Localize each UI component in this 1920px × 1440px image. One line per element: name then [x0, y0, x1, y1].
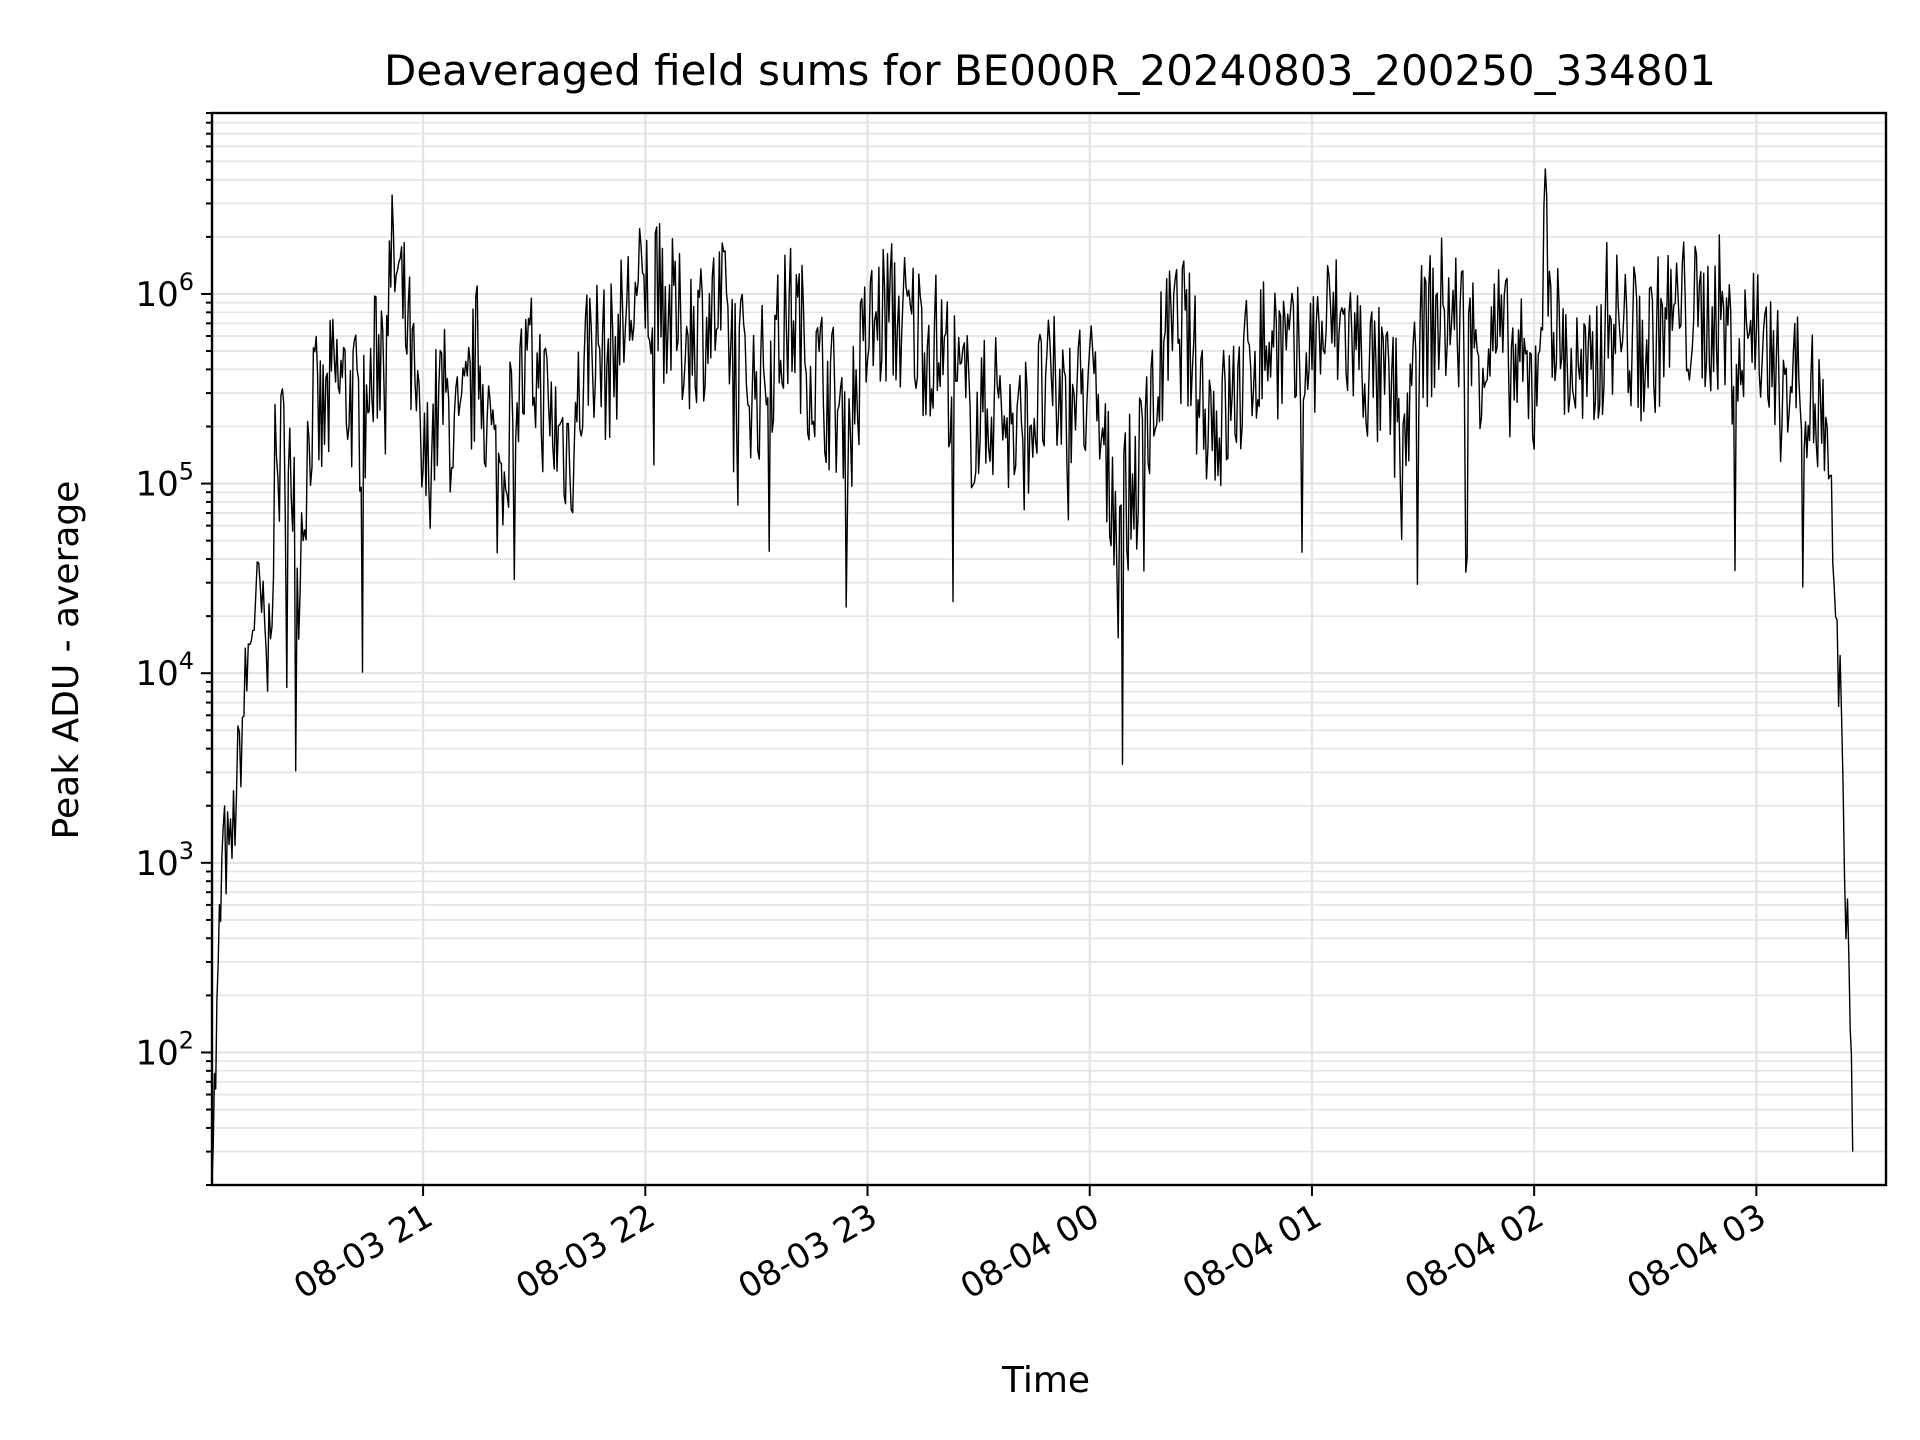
y-tick-label: 103 [135, 837, 194, 884]
plot-frame [210, 111, 1888, 1187]
y-tick-label: 105 [135, 458, 194, 505]
y-tick-label: 102 [135, 1026, 194, 1073]
y-tick-label: 106 [135, 268, 194, 315]
y-tick-label: 104 [135, 647, 194, 694]
series-line-0 [211, 168, 1854, 1186]
chart-title: Deaveraged field sums for BE000R_2024080… [384, 46, 1716, 95]
x-axis-label: Time [1001, 1360, 1090, 1401]
series-layer [211, 168, 1854, 1186]
y-axis: 102 103 104 105 106 [135, 112, 212, 1186]
y-axis-label: Peak ADU - average [46, 481, 87, 840]
